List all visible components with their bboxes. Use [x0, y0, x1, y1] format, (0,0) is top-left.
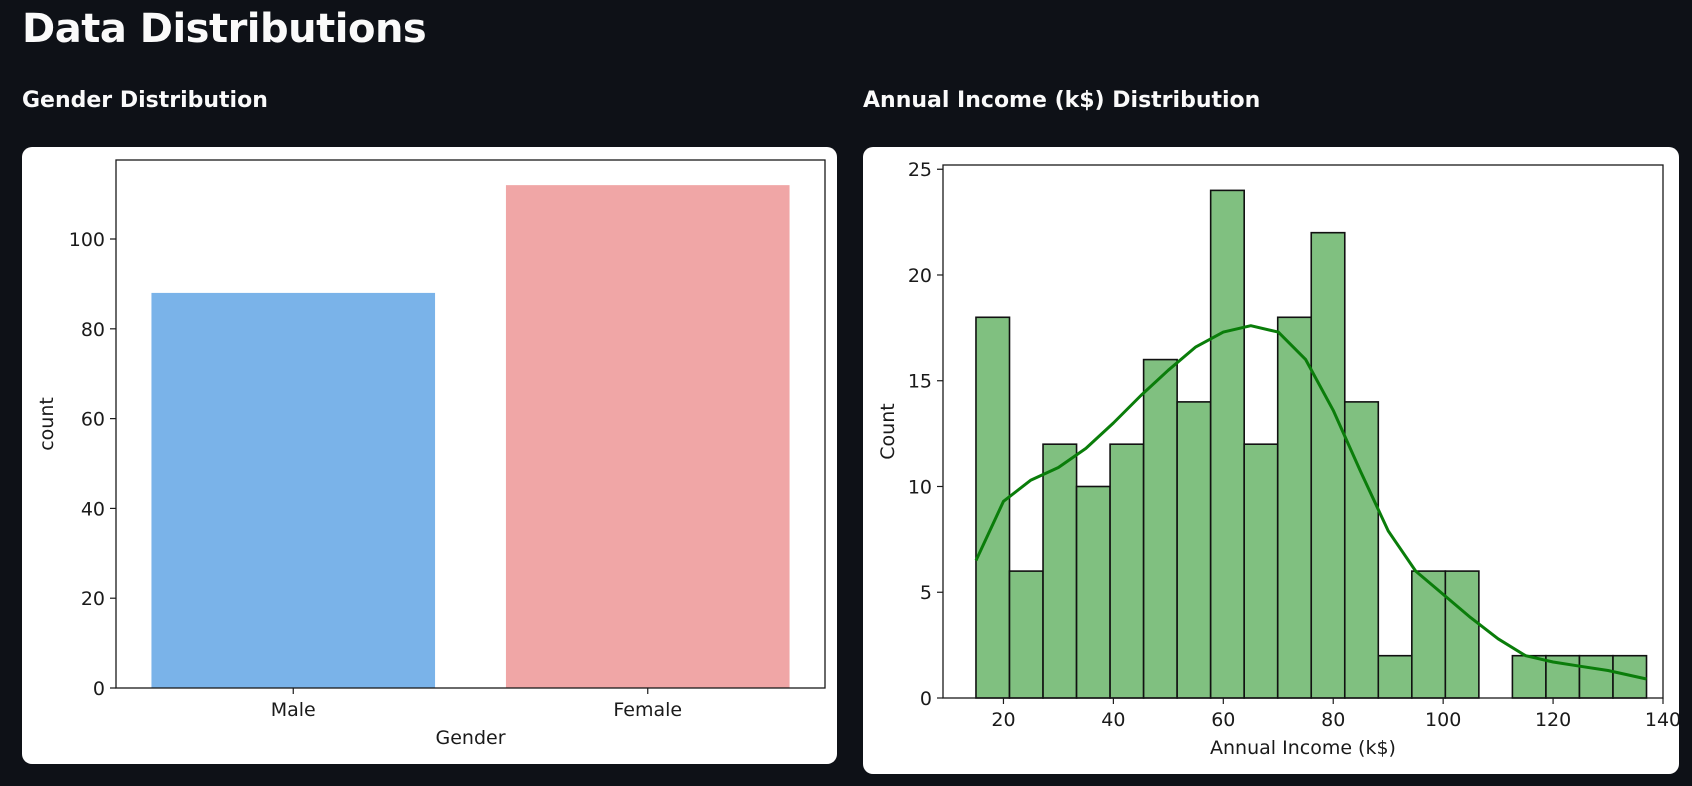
histogram-bar [1075, 485, 1111, 699]
x-tick-label: Female [613, 699, 682, 721]
histogram-bar [1310, 231, 1346, 699]
gender-section-title: Gender Distribution [22, 88, 268, 113]
bar-male [151, 292, 436, 688]
income-histogram-chart: 20 40 60 80 100 120 140 0 5 10 15 20 25 Annual Income… [877, 159, 1679, 759]
plot-frame [115, 159, 826, 689]
x-tick-label: 140 [1645, 709, 1679, 731]
histogram-bar [1008, 570, 1044, 699]
x-axis-label: Annual Income (k$) [1210, 737, 1396, 759]
y-tick-label: 80 [81, 319, 105, 341]
y-axis-label: Count [877, 403, 899, 459]
x-tick-label: 60 [1211, 709, 1235, 731]
x-tick-label: 80 [1321, 709, 1345, 731]
histogram-bar [1377, 654, 1413, 699]
y-tick-label: 20 [908, 265, 932, 287]
x-tick-label: 100 [1425, 709, 1461, 731]
histogram-bar [1042, 443, 1078, 699]
y-tick-label: 40 [81, 498, 105, 520]
y-tick-label: 5 [920, 582, 932, 604]
x-tick-label: Male [271, 699, 316, 721]
gender-chart-card: Male Female 0 20 40 60 80 100 Gender count [22, 147, 837, 764]
gender-bar-chart: Male Female 0 20 40 60 80 100 Gender count [36, 159, 826, 749]
y-tick-label: 0 [920, 688, 932, 710]
y-tick-label: 10 [908, 476, 932, 498]
plot-frame [942, 164, 1664, 699]
y-tick-label: 100 [69, 229, 105, 251]
histogram-bar [1142, 358, 1178, 699]
page-title: Data Distributions [22, 6, 427, 52]
y-tick-label: 0 [93, 678, 105, 700]
histogram-bar [1511, 654, 1547, 699]
histogram-bar [1444, 570, 1480, 699]
y-tick-label: 15 [908, 371, 932, 393]
x-axis-label: Gender [435, 727, 505, 749]
y-tick-label: 60 [81, 409, 105, 431]
histogram-bar [1243, 443, 1279, 699]
histogram-bar [1176, 401, 1212, 699]
y-tick-label: 25 [908, 159, 932, 181]
y-tick-label: 20 [81, 588, 105, 610]
histogram-bar [1578, 654, 1614, 699]
income-chart-card: 20 40 60 80 100 120 140 0 5 10 15 20 25 Annual Income… [863, 147, 1679, 774]
x-tick-label: 40 [1101, 709, 1125, 731]
histogram-bar [1209, 189, 1245, 699]
y-axis-label: count [36, 397, 58, 451]
histogram-bar [1109, 443, 1145, 699]
kde-curve [974, 324, 1647, 681]
bar-female [505, 185, 790, 688]
histogram-bar [975, 316, 1011, 699]
histogram-bar [1276, 316, 1313, 699]
income-section-title: Annual Income (k$) Distribution [863, 88, 1261, 113]
x-tick-label: 20 [991, 709, 1015, 731]
x-tick-label: 120 [1535, 709, 1571, 731]
